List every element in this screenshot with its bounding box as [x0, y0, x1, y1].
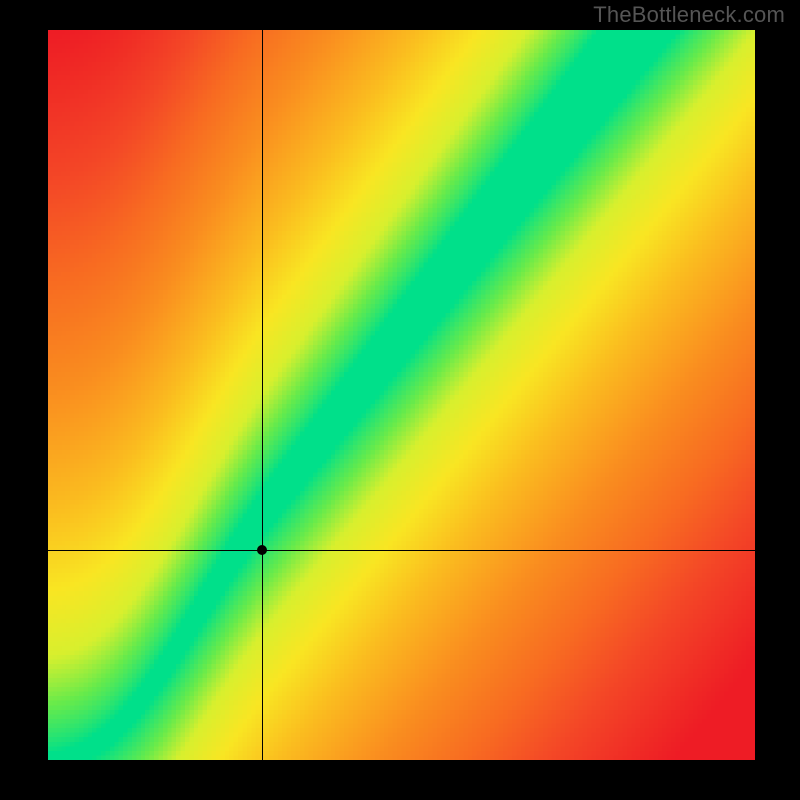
marker-point: [257, 545, 267, 555]
chart-container: TheBottleneck.com: [0, 0, 800, 800]
crosshair-horizontal: [48, 550, 755, 551]
heatmap-plot: [48, 30, 755, 760]
crosshair-vertical: [262, 30, 263, 760]
watermark-text: TheBottleneck.com: [593, 2, 785, 28]
heatmap-canvas: [48, 30, 755, 760]
